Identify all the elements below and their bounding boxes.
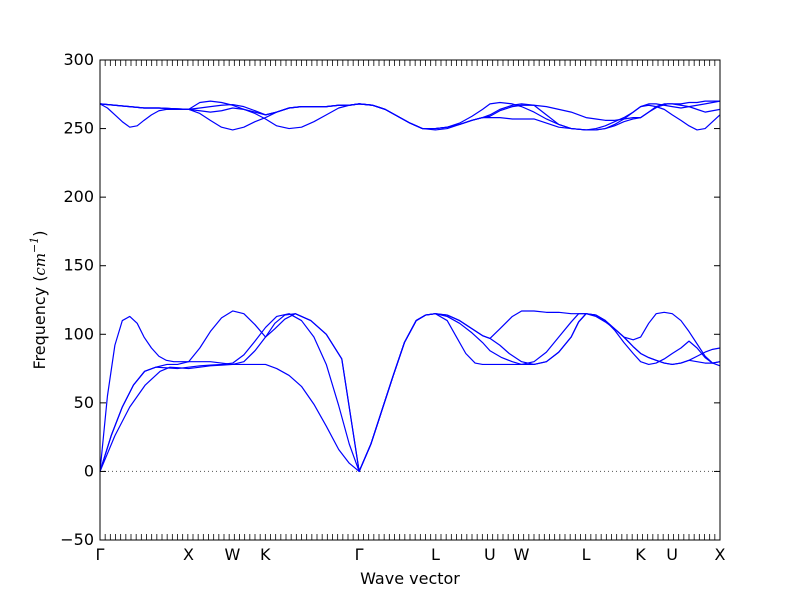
x-tick-label: L — [431, 545, 440, 564]
x-tick-label: Γ — [355, 545, 364, 564]
y-tick-label: 100 — [63, 324, 94, 343]
x-axis-title: Wave vector — [360, 569, 460, 588]
x-tick-label: U — [666, 545, 678, 564]
y-axis-ticks: −50 0 50 100 150 200 250 300 — [60, 50, 720, 549]
y-tick-label: 50 — [74, 393, 94, 412]
phonon-branch-1 — [99, 313, 721, 473]
y-axis-title: Frequency (cm−1) — [28, 230, 49, 369]
x-tick-label: W — [514, 545, 530, 564]
x-tick-label: L — [582, 545, 591, 564]
phonon-branch-4 — [99, 310, 721, 473]
y-axis-unit: cm — [31, 253, 49, 276]
y-axis-title-suffix: ) — [30, 230, 49, 236]
y-tick-label: 150 — [63, 256, 94, 275]
y-axis-unit-exponent: −1 — [28, 237, 41, 253]
x-tick-label: K — [260, 545, 271, 564]
x-tick-label: Γ — [96, 545, 105, 564]
y-tick-label: 250 — [63, 119, 94, 138]
series-layer — [99, 100, 721, 473]
y-tick-label: 0 — [84, 461, 94, 480]
phonon-branch-8 — [99, 100, 721, 131]
x-tick-label: U — [484, 545, 496, 564]
x-tick-label: K — [635, 545, 646, 564]
x-tick-label: X — [715, 545, 726, 564]
x-tick-label: W — [224, 545, 240, 564]
y-tick-label: −50 — [60, 530, 94, 549]
x-tick-label: X — [183, 545, 194, 564]
y-tick-label: 300 — [63, 50, 94, 69]
y-axis-title-prefix: Frequency ( — [30, 276, 49, 370]
y-tick-label: 200 — [63, 187, 94, 206]
